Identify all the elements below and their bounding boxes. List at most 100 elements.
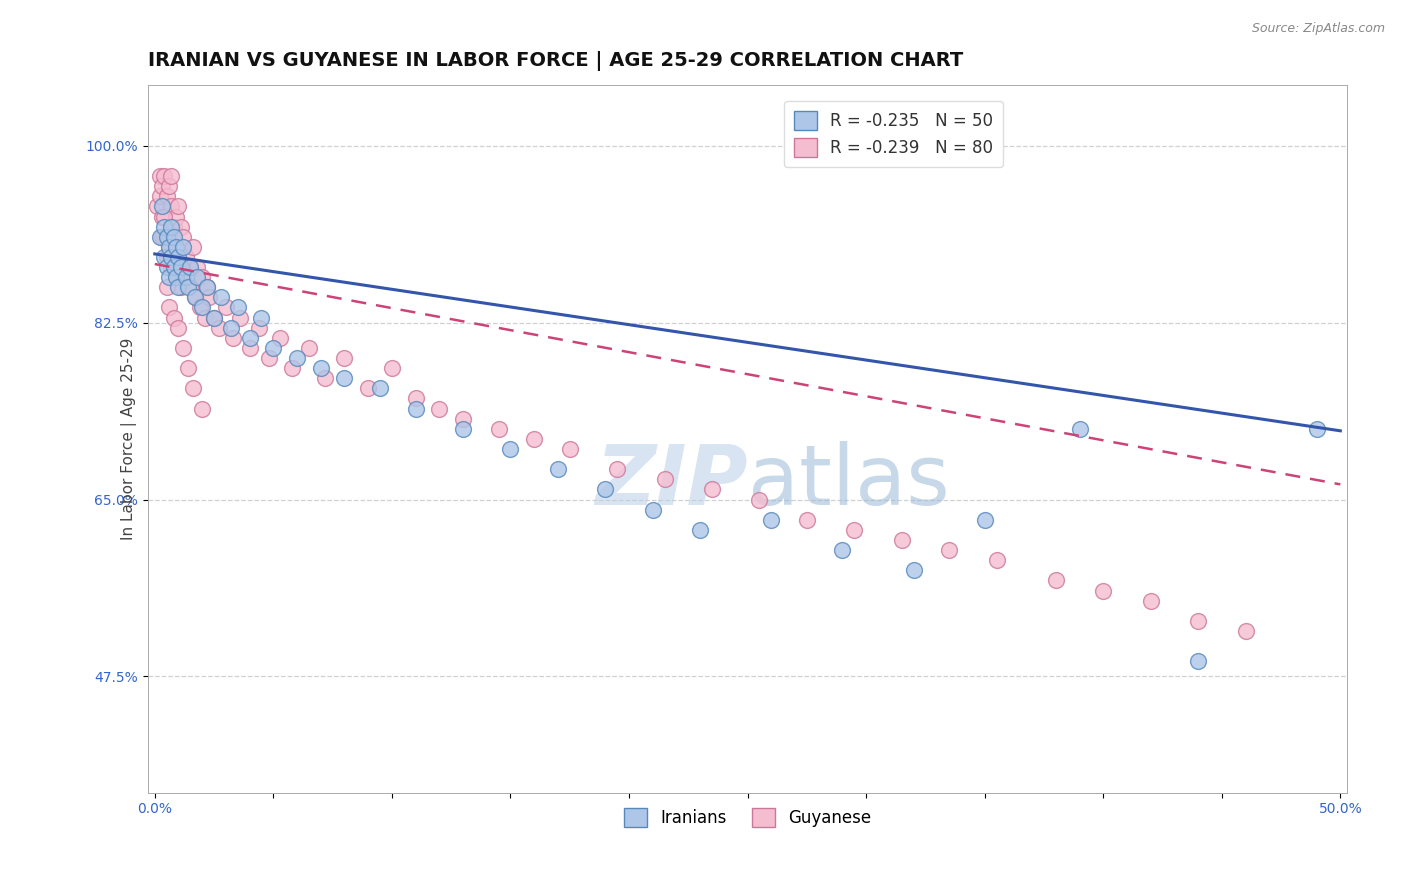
Point — [150, 179, 173, 194]
Point — [195, 280, 218, 294]
Point — [229, 310, 252, 325]
Point — [222, 331, 245, 345]
Point — [606, 462, 628, 476]
Point — [167, 250, 190, 264]
Point — [172, 341, 194, 355]
Point — [179, 280, 201, 294]
Point — [595, 483, 617, 497]
Point — [150, 199, 173, 213]
Point — [191, 401, 214, 416]
Point — [181, 381, 204, 395]
Point — [202, 310, 225, 325]
Point — [381, 361, 404, 376]
Point — [333, 371, 356, 385]
Point — [153, 210, 176, 224]
Point — [167, 320, 190, 334]
Point — [172, 270, 194, 285]
Point — [170, 219, 193, 234]
Point — [215, 301, 238, 315]
Point — [1187, 654, 1209, 668]
Point — [191, 301, 214, 315]
Point — [1069, 422, 1091, 436]
Point — [689, 523, 711, 537]
Point — [1234, 624, 1257, 638]
Point — [167, 199, 190, 213]
Point — [1187, 614, 1209, 628]
Point — [156, 260, 179, 274]
Point — [1045, 574, 1067, 588]
Text: atlas: atlas — [748, 441, 949, 522]
Point — [219, 320, 242, 334]
Point — [148, 229, 170, 244]
Point — [641, 502, 664, 516]
Point — [186, 270, 208, 285]
Point — [1305, 422, 1327, 436]
Y-axis label: In Labor Force | Age 25-29: In Labor Force | Age 25-29 — [121, 338, 136, 540]
Point — [163, 310, 186, 325]
Point — [160, 199, 183, 213]
Point — [163, 229, 186, 244]
Point — [547, 462, 569, 476]
Point — [269, 331, 291, 345]
Point — [226, 301, 249, 315]
Point — [146, 199, 169, 213]
Point — [157, 270, 180, 285]
Point — [761, 513, 783, 527]
Point — [257, 351, 280, 365]
Point — [558, 442, 581, 456]
Point — [165, 210, 187, 224]
Point — [148, 189, 170, 203]
Point — [153, 250, 176, 264]
Point — [208, 320, 231, 334]
Point — [973, 513, 995, 527]
Point — [174, 270, 197, 285]
Point — [333, 351, 356, 365]
Point — [160, 260, 183, 274]
Point — [314, 371, 336, 385]
Point — [499, 442, 522, 456]
Point — [165, 270, 187, 285]
Point — [156, 189, 179, 203]
Point — [903, 563, 925, 577]
Point — [195, 280, 218, 294]
Point — [451, 422, 474, 436]
Point — [191, 270, 214, 285]
Point — [156, 280, 179, 294]
Point — [188, 301, 211, 315]
Point — [165, 240, 187, 254]
Legend: Iranians, Guyanese: Iranians, Guyanese — [617, 801, 879, 834]
Point — [148, 169, 170, 183]
Point — [157, 240, 180, 254]
Point — [186, 260, 208, 274]
Point — [177, 361, 200, 376]
Point — [427, 401, 450, 416]
Point — [163, 260, 186, 274]
Point — [748, 492, 770, 507]
Point — [156, 229, 179, 244]
Point — [250, 310, 273, 325]
Point — [285, 351, 308, 365]
Point — [262, 341, 284, 355]
Point — [153, 229, 176, 244]
Point — [202, 310, 225, 325]
Point — [174, 250, 197, 264]
Point — [239, 341, 262, 355]
Point — [181, 240, 204, 254]
Text: Source: ZipAtlas.com: Source: ZipAtlas.com — [1251, 22, 1385, 36]
Point — [198, 290, 221, 304]
Point — [831, 543, 853, 558]
Point — [654, 472, 676, 486]
Point — [172, 229, 194, 244]
Point — [156, 250, 179, 264]
Point — [170, 280, 193, 294]
Point — [163, 219, 186, 234]
Point — [700, 483, 723, 497]
Point — [177, 260, 200, 274]
Point — [451, 411, 474, 425]
Text: IRANIAN VS GUYANESE IN LABOR FORCE | AGE 25-29 CORRELATION CHART: IRANIAN VS GUYANESE IN LABOR FORCE | AGE… — [148, 51, 963, 70]
Point — [405, 392, 427, 406]
Point — [193, 310, 215, 325]
Point — [163, 260, 186, 274]
Point — [368, 381, 391, 395]
Point — [986, 553, 1008, 567]
